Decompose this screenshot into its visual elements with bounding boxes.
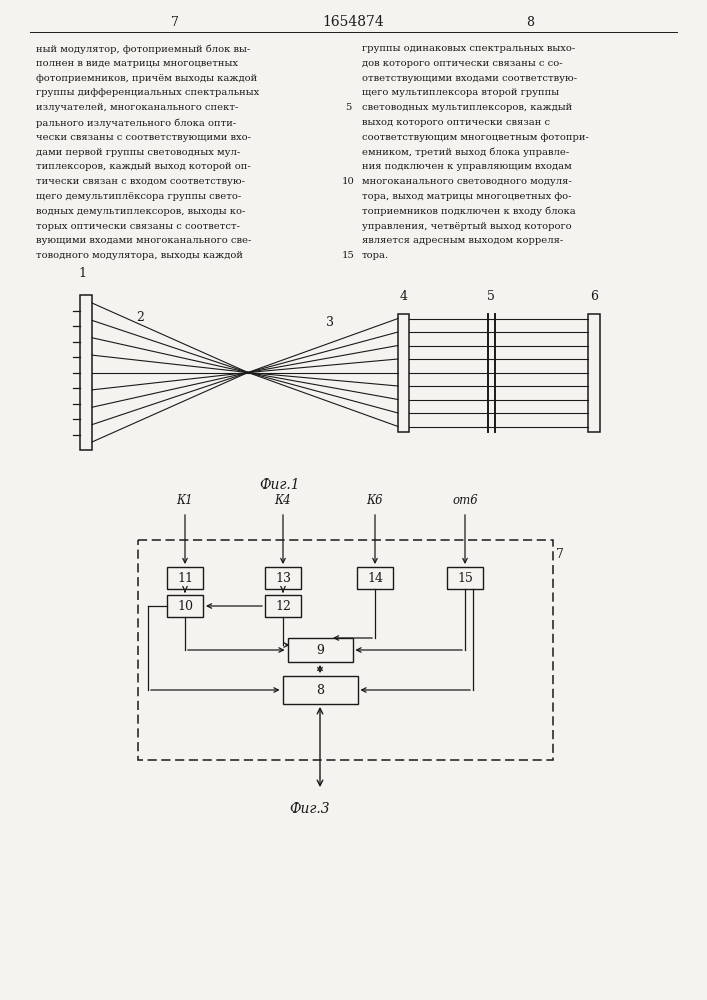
Text: 6: 6: [590, 290, 598, 304]
Text: К4: К4: [275, 494, 291, 507]
Bar: [588, 314, 600, 432]
Text: дами первой группы световодных мул-: дами первой группы световодных мул-: [36, 148, 240, 157]
Text: от6: от6: [452, 494, 478, 507]
Text: излучателей, многоканального спект-: излучателей, многоканального спект-: [36, 103, 238, 112]
Text: топриемников подключен к входу блока: топриемников подключен к входу блока: [362, 207, 575, 216]
Text: 15: 15: [457, 572, 473, 584]
Text: товодного модулятора, выходы каждой: товодного модулятора, выходы каждой: [36, 251, 243, 260]
Text: группы одинаковых спектральных выхо-: группы одинаковых спектральных выхо-: [362, 44, 575, 53]
Text: емником, третий выход блока управле-: емником, третий выход блока управле-: [362, 148, 569, 157]
Bar: [283, 676, 358, 704]
Text: ответствующими входами соответствую-: ответствующими входами соответствую-: [362, 74, 577, 83]
Text: ный модулятор, фотоприемный блок вы-: ный модулятор, фотоприемный блок вы-: [36, 44, 250, 53]
Text: 4: 4: [399, 290, 407, 304]
Text: вующими входами многоканального све-: вующими входами многоканального све-: [36, 236, 252, 245]
Text: 1654874: 1654874: [322, 15, 384, 29]
Text: 12: 12: [275, 599, 291, 612]
Text: является адресным выходом корреля-: является адресным выходом корреля-: [362, 236, 563, 245]
Text: 15: 15: [341, 251, 354, 260]
Bar: [138, 540, 553, 760]
Bar: [447, 567, 483, 589]
Bar: [357, 567, 393, 589]
Text: К6: К6: [367, 494, 383, 507]
Text: 5: 5: [487, 290, 495, 304]
Text: ния подключен к управляющим входам: ния подключен к управляющим входам: [362, 162, 572, 171]
Text: фотоприемников, причём выходы каждой: фотоприемников, причём выходы каждой: [36, 74, 257, 83]
Bar: [398, 314, 409, 432]
Text: полнен в виде матрицы многоцветных: полнен в виде матрицы многоцветных: [36, 59, 238, 68]
Text: К1: К1: [177, 494, 193, 507]
Bar: [80, 295, 92, 450]
Text: 5: 5: [345, 103, 351, 112]
Bar: [265, 595, 301, 617]
Text: дов которого оптически связаны с со-: дов которого оптически связаны с со-: [362, 59, 563, 68]
Text: 2: 2: [136, 311, 144, 324]
Text: щего мультиплексора второй группы: щего мультиплексора второй группы: [362, 88, 559, 97]
Text: тора.: тора.: [362, 251, 389, 260]
Text: группы дифференциальных спектральных: группы дифференциальных спектральных: [36, 88, 259, 97]
Text: соответствующим многоцветным фотопри-: соответствующим многоцветным фотопри-: [362, 133, 589, 142]
Text: управления, четвёртый выход которого: управления, четвёртый выход которого: [362, 222, 572, 231]
Text: 14: 14: [367, 572, 383, 584]
Text: рального излучательного блока опти-: рального излучательного блока опти-: [36, 118, 236, 127]
Text: 11: 11: [177, 572, 193, 584]
Bar: [288, 638, 353, 662]
Text: Фиг.3: Фиг.3: [290, 802, 330, 816]
Text: типлексоров, каждый выход которой оп-: типлексоров, каждый выход которой оп-: [36, 162, 251, 171]
Text: 7: 7: [171, 15, 179, 28]
Text: 13: 13: [275, 572, 291, 584]
Text: 10: 10: [177, 599, 193, 612]
Text: 1: 1: [78, 267, 86, 280]
Bar: [167, 567, 203, 589]
Text: тора, выход матрицы многоцветных фо-: тора, выход матрицы многоцветных фо-: [362, 192, 571, 201]
Text: 3: 3: [326, 316, 334, 329]
Bar: [167, 595, 203, 617]
Text: 7: 7: [556, 548, 564, 561]
Text: Фиг.1: Фиг.1: [259, 478, 300, 492]
Bar: [265, 567, 301, 589]
Text: световодных мультиплексоров, каждый: световодных мультиплексоров, каждый: [362, 103, 572, 112]
Text: выход которого оптически связан с: выход которого оптически связан с: [362, 118, 550, 127]
Text: тически связан с входом соответствую-: тически связан с входом соответствую-: [36, 177, 245, 186]
Text: щего демультиплёксора группы свето-: щего демультиплёксора группы свето-: [36, 192, 241, 201]
Text: многоканального световодного модуля-: многоканального световодного модуля-: [362, 177, 572, 186]
Text: водных демультиплексоров, выходы ко-: водных демультиплексоров, выходы ко-: [36, 207, 245, 216]
Text: 9: 9: [316, 644, 324, 656]
Text: 8: 8: [316, 684, 324, 696]
Text: торых оптически связаны с соответст-: торых оптически связаны с соответст-: [36, 222, 240, 231]
Text: чески связаны с соответствующими вхо-: чески связаны с соответствующими вхо-: [36, 133, 251, 142]
Text: 8: 8: [526, 15, 534, 28]
Text: 10: 10: [341, 177, 354, 186]
